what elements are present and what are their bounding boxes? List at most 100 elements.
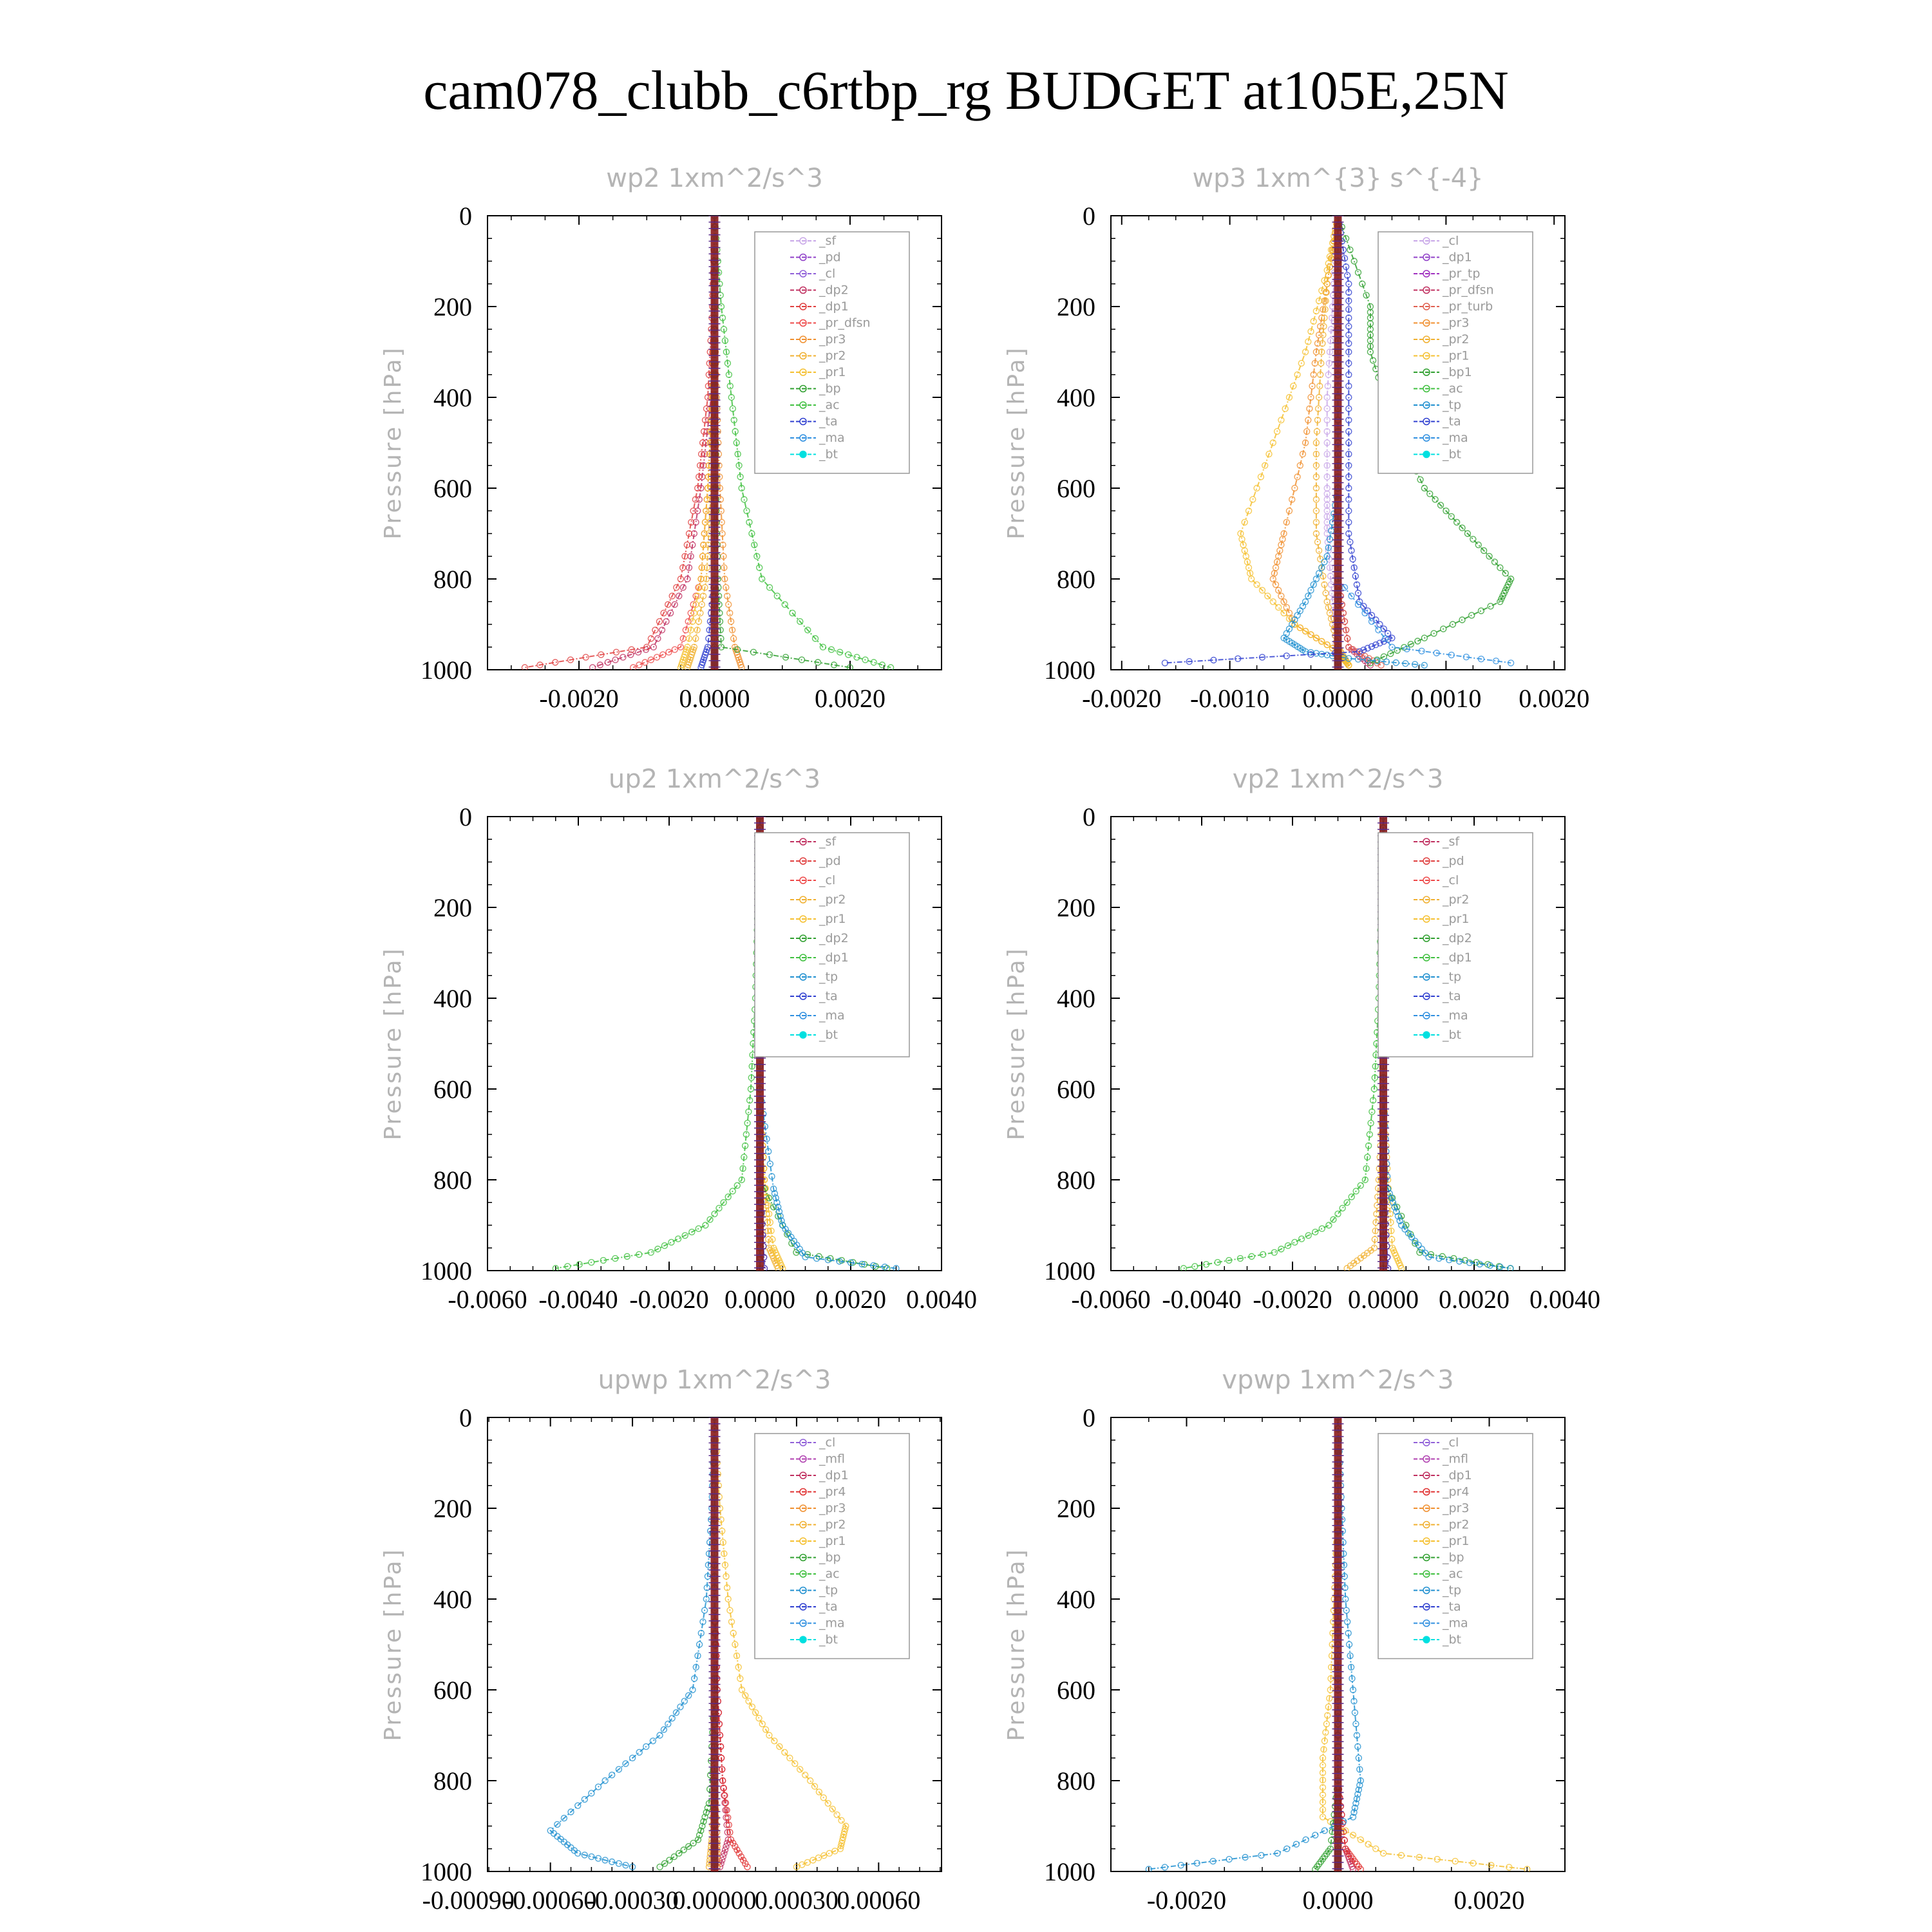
series-point	[620, 654, 627, 661]
legend-swatch-marker	[799, 253, 807, 261]
series-point	[1497, 598, 1504, 605]
series-point	[698, 564, 706, 571]
legend-swatch-marker	[799, 1455, 807, 1463]
series-point	[1384, 630, 1392, 637]
legend-swatch-marker	[799, 1031, 807, 1039]
series-point	[1316, 383, 1323, 390]
series-point	[796, 1766, 804, 1773]
series-point	[700, 428, 708, 435]
series-point	[1345, 371, 1352, 378]
series-point	[772, 1194, 779, 1202]
legend-item-ma: _ma	[1414, 431, 1468, 445]
series-dp2	[589, 216, 718, 670]
series-point	[1345, 462, 1352, 469]
series-point	[661, 1242, 668, 1249]
series-point	[781, 1748, 788, 1756]
series-point	[696, 496, 703, 503]
legend-label: _cl	[1442, 873, 1459, 887]
legend: _sf _pd _cl _pr2 _pr1 _dp2 _dp1 _tp _ta _ma _bt	[1378, 832, 1533, 1057]
series-point	[609, 1858, 616, 1866]
series-point	[836, 1258, 843, 1265]
legend-label: _ac	[819, 1567, 840, 1581]
series-point	[1294, 473, 1301, 480]
series-point	[1432, 496, 1439, 503]
series-point	[1325, 1222, 1332, 1229]
series-point	[768, 1227, 775, 1235]
series-point	[684, 664, 691, 670]
series-point	[671, 601, 678, 608]
series-point	[1320, 1746, 1327, 1753]
series-line	[524, 216, 715, 668]
x-tick-label: -0.0020	[539, 684, 618, 713]
series-point	[1269, 598, 1277, 605]
series-point	[814, 659, 822, 666]
series-point	[1299, 450, 1307, 458]
series-point	[668, 592, 676, 600]
series-point	[804, 627, 811, 634]
series-point	[1343, 1618, 1351, 1625]
series-point	[847, 1259, 855, 1266]
series-point	[692, 1663, 700, 1671]
legend-label: _pr_dfsn	[819, 316, 871, 330]
legend-label: _pr3	[819, 1501, 846, 1515]
series-point	[1247, 575, 1255, 583]
series-point	[1322, 298, 1329, 305]
legend-item-pr1: _pr1	[1414, 912, 1469, 926]
plot-area	[521, 216, 895, 670]
series-point	[729, 1839, 737, 1847]
series-point	[1389, 1199, 1397, 1206]
legend-item-pr4: _pr4	[790, 1485, 846, 1499]
series-point	[1475, 541, 1482, 549]
series-point	[741, 1153, 748, 1161]
series-point	[702, 1222, 709, 1229]
series-point	[1236, 1255, 1244, 1262]
series-point	[1312, 507, 1320, 515]
series-point	[1345, 340, 1352, 347]
x-tick-label: 0.0040	[1530, 1285, 1600, 1314]
series-point	[650, 643, 657, 650]
series-point	[1319, 1754, 1327, 1762]
legend-swatch-marker	[799, 270, 807, 278]
series-point	[1416, 1853, 1423, 1861]
series-point	[1345, 484, 1352, 492]
series-point	[1345, 306, 1352, 313]
series-point	[665, 649, 672, 656]
series-point	[1312, 634, 1320, 641]
series-point	[656, 1732, 663, 1739]
series-point	[1323, 462, 1331, 469]
series-point	[798, 656, 806, 663]
series-point	[1366, 1131, 1374, 1138]
series-point	[1354, 656, 1362, 663]
series-point	[718, 1766, 726, 1773]
legend-label: _pd	[1442, 854, 1464, 868]
series-point	[1430, 630, 1437, 637]
series-point	[636, 661, 643, 668]
series-point	[1316, 323, 1324, 330]
series-point	[748, 1703, 756, 1710]
series-point	[1302, 439, 1309, 446]
series-point	[1345, 518, 1352, 526]
series-point	[802, 1253, 809, 1261]
legend-item-sf: _sf	[790, 234, 837, 248]
legend-swatch-marker	[1423, 838, 1430, 846]
series-point	[1278, 1245, 1285, 1253]
legend-label: _pr2	[1442, 893, 1469, 907]
series-point	[612, 1255, 619, 1262]
legend-swatch-marker	[1423, 253, 1430, 261]
series-point	[1305, 338, 1312, 345]
series-point	[1319, 1806, 1327, 1814]
legend-item-sf: _sf	[1414, 835, 1460, 849]
series-point	[628, 646, 635, 653]
y-tick-label: 600	[1057, 1075, 1095, 1104]
series-point	[774, 1213, 782, 1220]
series-point	[759, 1720, 766, 1728]
series-point	[1407, 641, 1415, 648]
series-point	[764, 1236, 772, 1243]
series-point	[1310, 371, 1317, 378]
panel-title: up2 1xm^2/s^3	[609, 764, 820, 794]
legend-item-ta: _ta	[1414, 415, 1461, 429]
legend-item-ta: _ta	[790, 989, 838, 1003]
legend-swatch-marker	[799, 992, 807, 1000]
series-point	[793, 1249, 800, 1256]
series-point	[791, 1760, 799, 1767]
